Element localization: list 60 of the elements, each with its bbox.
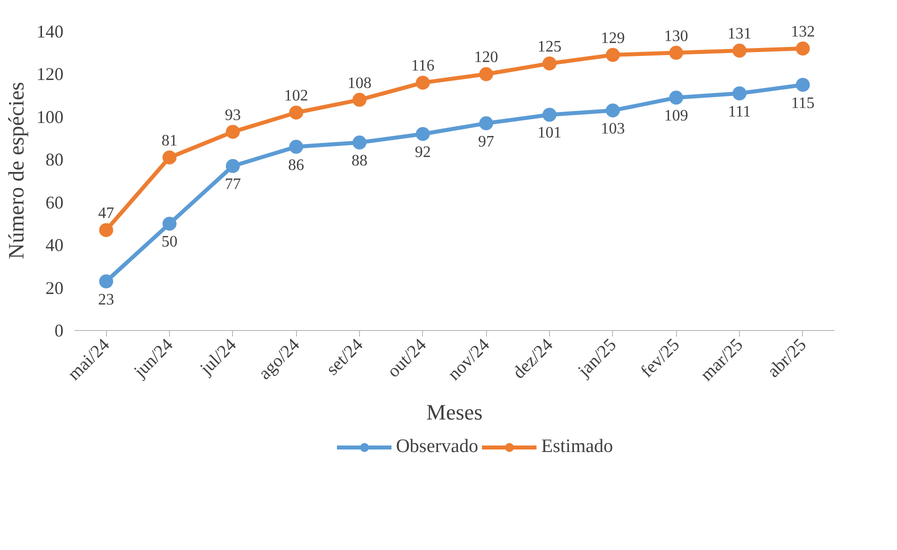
data-label: 47 — [98, 205, 114, 222]
point — [479, 67, 494, 82]
point — [606, 48, 620, 62]
data-label: 81 — [162, 132, 178, 150]
point — [99, 274, 114, 288]
data-label: 129 — [600, 30, 625, 47]
point — [226, 159, 240, 173]
data-label: 93 — [224, 106, 241, 124]
point — [352, 136, 366, 150]
y-tick-label: 40 — [46, 235, 64, 256]
point — [289, 106, 304, 120]
y-tick-label: 120 — [36, 64, 64, 84]
point — [669, 46, 684, 60]
point — [796, 78, 810, 92]
data-label: 86 — [288, 156, 304, 174]
point — [479, 116, 494, 130]
point — [352, 92, 366, 107]
legend-label: Estimado — [541, 436, 614, 458]
data-label: 115 — [791, 94, 815, 112]
legend-label: Observado — [396, 436, 478, 458]
data-label: 130 — [664, 28, 688, 45]
point — [416, 76, 430, 90]
data-label: 77 — [224, 176, 241, 194]
data-label: 109 — [664, 108, 688, 125]
data-label: 23 — [98, 291, 114, 308]
point — [796, 42, 810, 56]
data-label: 120 — [474, 49, 498, 66]
point — [289, 140, 304, 154]
y-tick-label: 140 — [36, 21, 64, 42]
y-tick-label: 100 — [36, 106, 64, 127]
point — [226, 124, 240, 139]
data-label: 102 — [284, 88, 308, 105]
data-label: 88 — [352, 152, 368, 170]
point — [162, 150, 176, 164]
y-axis-title: Número de espécies — [4, 82, 28, 260]
point — [669, 90, 684, 105]
data-label: 125 — [538, 38, 562, 56]
y-tick-label: 60 — [46, 192, 64, 212]
data-label: 97 — [478, 133, 494, 150]
y-tick-label: 20 — [46, 278, 64, 298]
point — [732, 86, 746, 100]
y-tick-label: 0 — [54, 320, 64, 340]
point — [542, 56, 556, 70]
point — [542, 108, 556, 122]
point — [162, 216, 176, 231]
point — [606, 103, 620, 118]
data-label: 131 — [728, 26, 752, 43]
point — [732, 44, 746, 58]
data-label: 101 — [538, 124, 562, 142]
data-label: 92 — [414, 144, 431, 161]
point — [99, 223, 114, 238]
data-label: 103 — [600, 120, 625, 138]
data-label: 132 — [790, 24, 815, 41]
data-label: 116 — [411, 58, 435, 75]
data-label: 50 — [162, 234, 178, 251]
point — [416, 126, 430, 141]
y-tick-label: 80 — [46, 150, 64, 170]
data-label: 111 — [728, 103, 751, 120]
x-axis-title: Meses — [426, 400, 483, 425]
data-label: 108 — [348, 74, 372, 92]
